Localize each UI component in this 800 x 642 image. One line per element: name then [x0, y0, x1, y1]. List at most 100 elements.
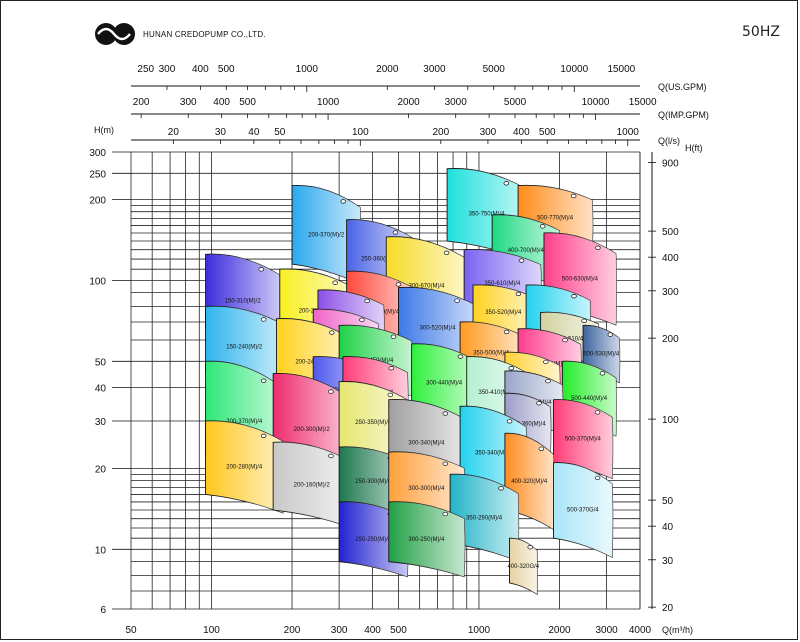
- h_ft-tick-label: 20: [662, 603, 674, 614]
- q_ls-tick-label: 500: [539, 127, 556, 138]
- h_ft-tick-label: 50: [662, 496, 674, 507]
- h_m-tick-label: 250: [89, 169, 106, 180]
- pump-region-label: 200-280(M)/4: [226, 465, 263, 471]
- chart-axes: 250 300 400 500 1000 2000 3000 5000 10000 15000Q(…: [89, 64, 709, 636]
- pump-region-shade: [205, 420, 284, 513]
- q_m3h-tick-label: 100: [203, 625, 220, 636]
- q_ls-tick-label: 400: [513, 127, 530, 138]
- pump-region-label: 150-310(M)/2: [225, 299, 262, 305]
- pump-region-marker: [328, 453, 334, 459]
- pump-region: 500-370G/4: [553, 462, 614, 558]
- pump-region-marker: [536, 401, 542, 406]
- q_ls-tick-label: 40: [248, 127, 260, 138]
- q_ls-tick-label: 1000: [617, 127, 640, 138]
- pump-region: 200-160(M)/2: [272, 441, 352, 528]
- pump-region: 300-250(M)/4: [388, 501, 466, 578]
- pump-region-marker: [515, 291, 522, 297]
- q_us-tick-label: 400: [192, 64, 209, 75]
- pump-region-label: 350-750(M)/4: [469, 212, 506, 218]
- pump-region-marker: [258, 267, 264, 272]
- pump-region-shade: [553, 399, 613, 479]
- pump-region-marker: [340, 199, 346, 204]
- pump-region-marker: [442, 461, 449, 466]
- pump-region-marker: [443, 250, 450, 255]
- pump-region-label: 400-700(M)/4: [508, 248, 545, 254]
- h_m-tick-label: 200: [89, 195, 106, 206]
- h_ft-tick-label: 400: [662, 253, 679, 264]
- pump-region-marker: [260, 317, 267, 322]
- h_m-tick-label: 6: [100, 605, 106, 616]
- q_m3h-tick-label: 400: [364, 625, 381, 636]
- pump-region-marker: [332, 280, 338, 285]
- q_m3h-tick-label: 500: [390, 625, 407, 636]
- q_imp-tick-label: 3000: [445, 97, 468, 108]
- pump-region-marker: [594, 475, 601, 481]
- pump-region-label: 500-630(M)/4: [562, 277, 599, 283]
- q_ls-tick-label: 200: [432, 127, 449, 138]
- pump-region-label: 300-340(M)/4: [408, 440, 445, 446]
- pump-region-label: 200-300(M)/2: [294, 427, 331, 433]
- pump-region-label: 300-670(M)/4: [408, 284, 445, 290]
- pump-region-label: 200-370(M)/2: [308, 232, 345, 238]
- pump-region-label: 500-370(M)/4: [565, 437, 602, 443]
- q_imp-tick-label: 300: [180, 97, 197, 108]
- pump-region-shade: [509, 538, 538, 595]
- q_m3h-tick-label: 50: [125, 625, 137, 636]
- pump-region-marker: [538, 446, 545, 451]
- pump-region-marker: [442, 411, 449, 416]
- pump-region: 300-440(M)/4: [411, 343, 478, 423]
- pump-region-marker: [328, 389, 334, 394]
- h_ft-tick-label: 40: [662, 522, 674, 533]
- q_m3h-tick-label: 4000: [629, 625, 652, 636]
- pump-region-label: 150-240(M)/2: [226, 344, 263, 350]
- pump-region: 200-370(M)/2: [291, 185, 362, 285]
- pump-region-marker: [260, 433, 267, 438]
- h_m-tick-label: 50: [95, 357, 107, 368]
- pump-region-label: 350-610(M)/4: [484, 281, 521, 287]
- pump-region-marker: [581, 318, 587, 324]
- pump-region-marker: [518, 258, 525, 263]
- pump-region-label: 400-360(M)/4: [510, 422, 547, 428]
- pump-region-marker: [395, 282, 402, 287]
- pump-region-label: 300-300(M)/4: [408, 486, 445, 492]
- pump-region-label: 250-360(M)/2: [361, 257, 398, 263]
- q_m3h-axis-label: Q(m³/h): [662, 625, 693, 635]
- pump-region-label: 250-350(M)/4: [355, 420, 392, 426]
- pump-region-marker: [442, 511, 449, 517]
- pump-region-marker: [454, 298, 460, 303]
- h_m-tick-label: 40: [95, 383, 107, 394]
- company-name: HUNAN CREDOPUMP CO.,LTD.: [143, 30, 266, 39]
- q_us-tick-label: 2000: [376, 64, 399, 75]
- pump-region: 200-280(M)/4: [205, 420, 285, 514]
- pump-region-marker: [503, 329, 510, 335]
- pump-region-label: 500-530(M)/4: [583, 352, 620, 358]
- pump-region-label: 300-440(M)/4: [426, 381, 463, 387]
- pump-region-shade: [273, 442, 351, 528]
- pump-region-marker: [387, 392, 394, 398]
- pump-region-marker: [388, 366, 395, 371]
- h_ft-tick-label: 500: [662, 227, 679, 238]
- q_imp-tick-label: 2000: [397, 97, 420, 108]
- pump-region-marker: [539, 224, 546, 229]
- h_m-tick-label: 30: [95, 417, 107, 428]
- pump-region-marker: [503, 181, 510, 186]
- pump-region-marker: [607, 332, 614, 337]
- q_us-axis-label: Q(US.GPM): [658, 82, 707, 92]
- q_ls-tick-label: 50: [274, 127, 286, 138]
- pump-region-label: 350-340(M)/4: [475, 450, 512, 456]
- pump-region-marker: [390, 334, 397, 339]
- pump-region-shade: [388, 501, 465, 577]
- pump-region-marker: [260, 378, 267, 383]
- pump-region-marker: [545, 378, 551, 384]
- h_m-tick-label: 20: [95, 464, 107, 475]
- pump-region-marker: [392, 230, 399, 235]
- q_imp-tick-label: 1000: [317, 97, 340, 108]
- q_us-tick-label: 3000: [423, 64, 446, 75]
- pump-region-label: 400-320G/4: [507, 564, 539, 570]
- pump-region-marker: [457, 354, 464, 359]
- pump-region-shade: [450, 474, 519, 562]
- q_ls-tick-label: 100: [352, 127, 369, 138]
- pump-region-marker: [599, 371, 606, 376]
